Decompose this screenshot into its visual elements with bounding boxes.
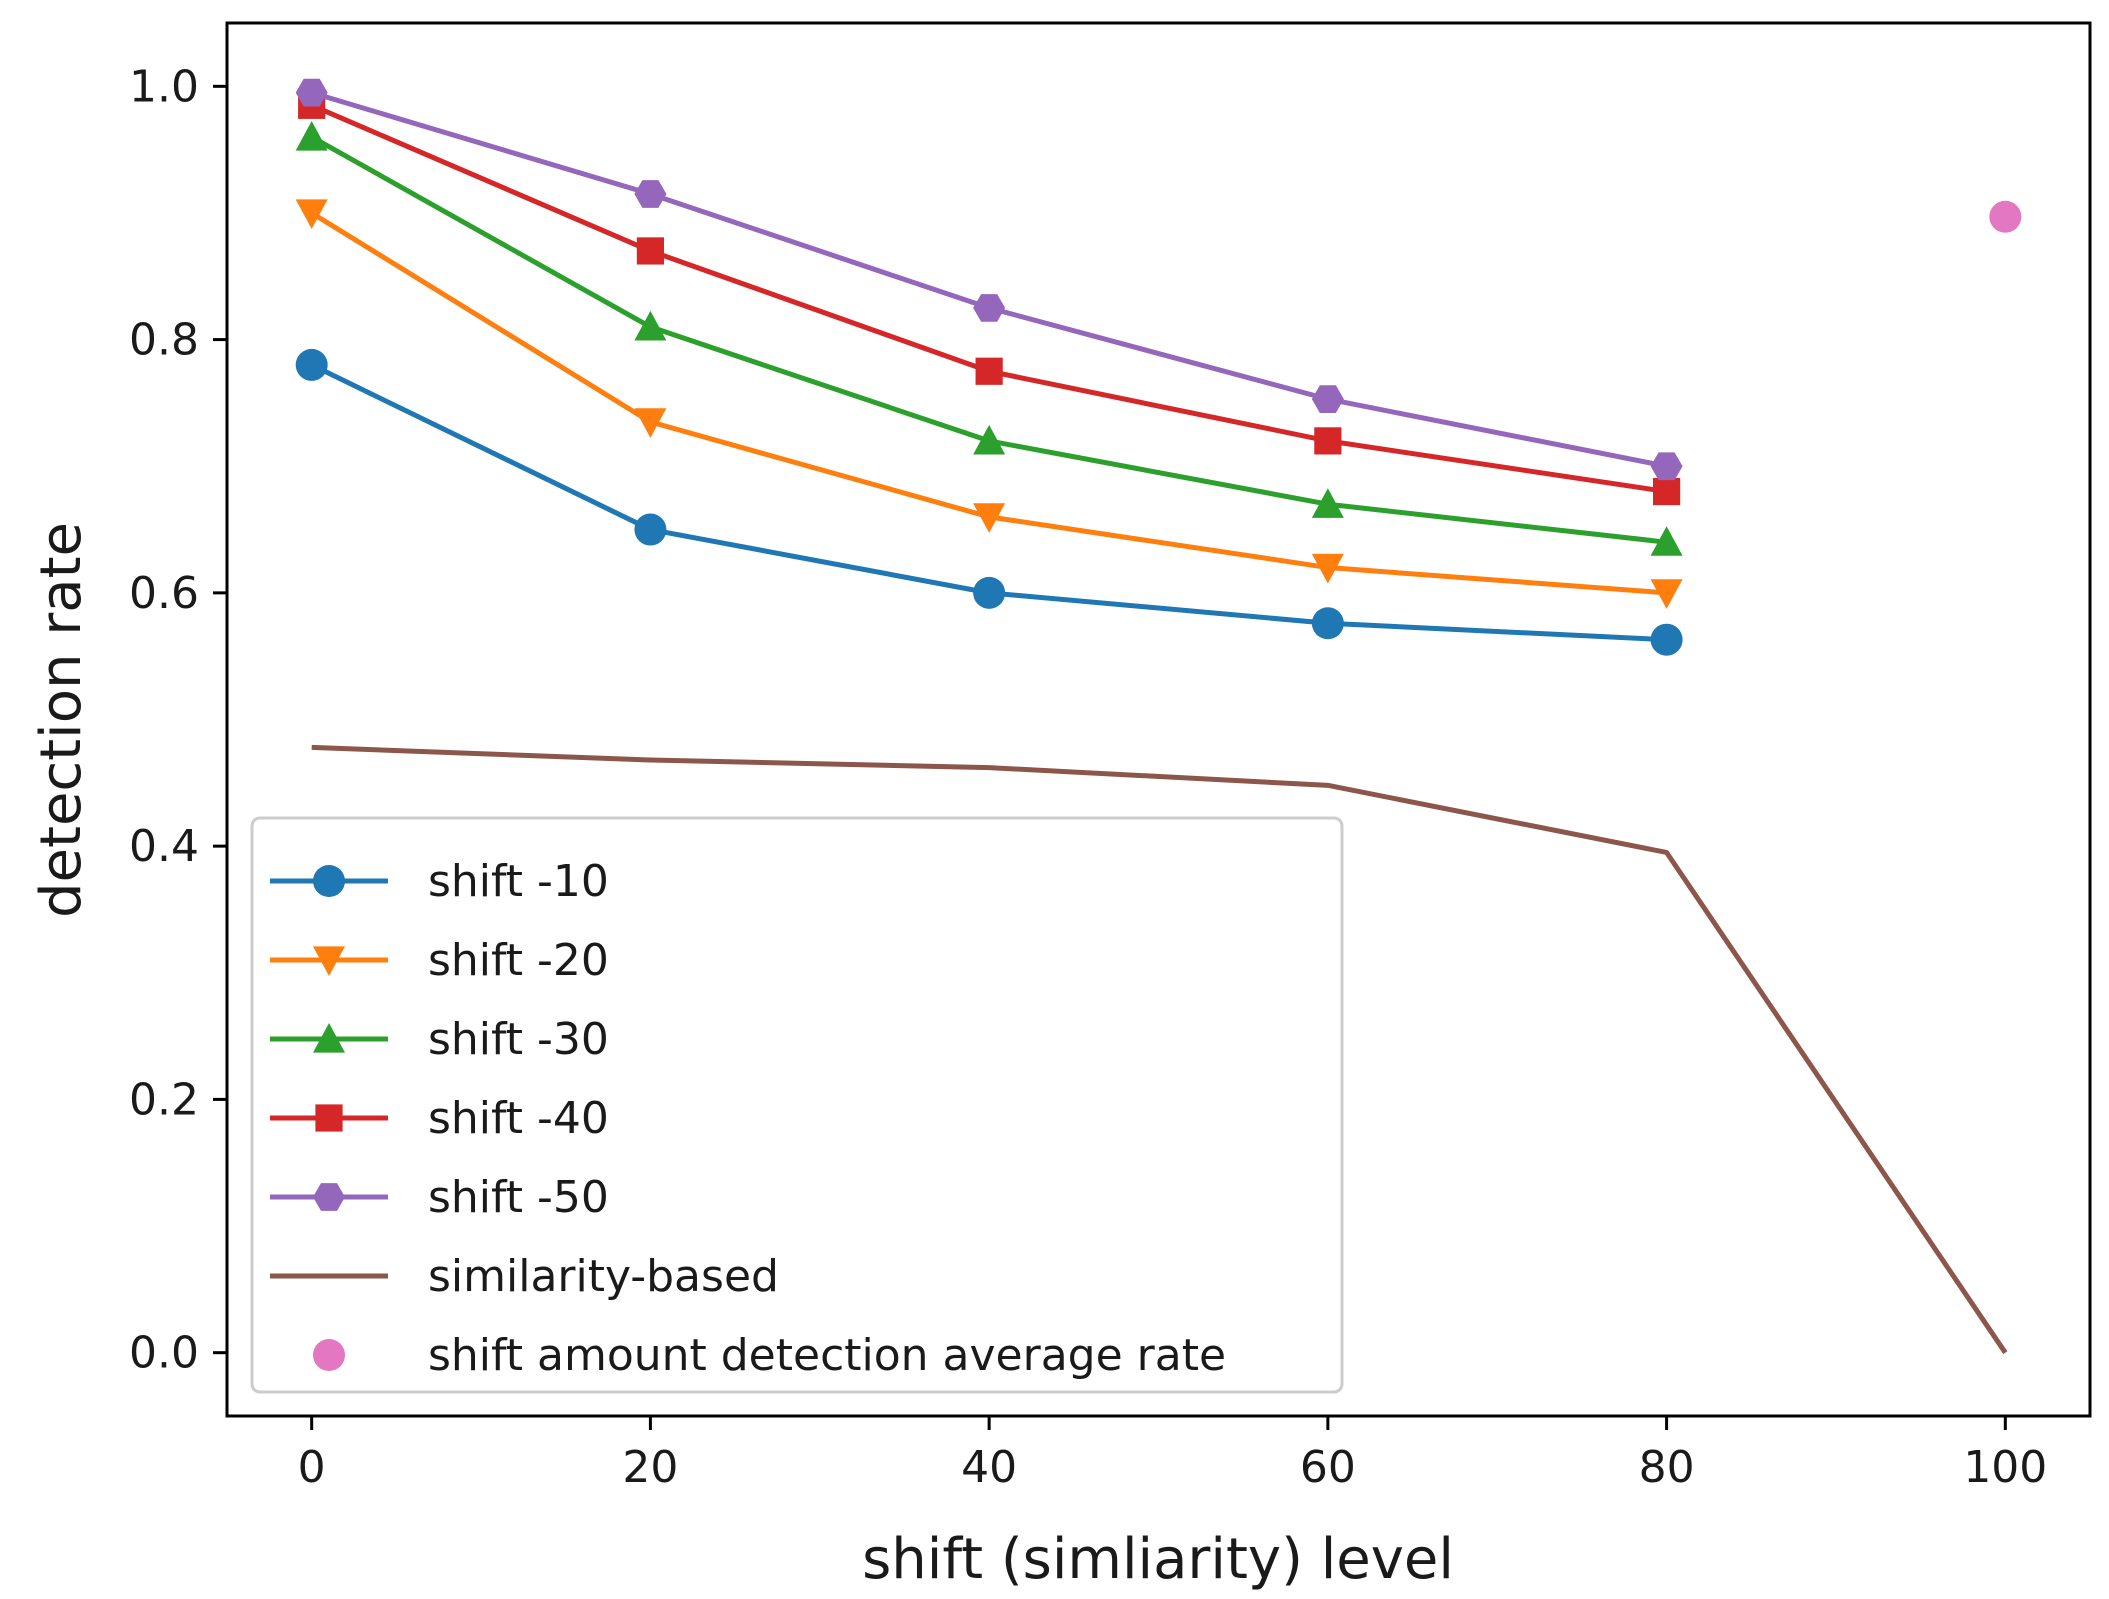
- series-1: [295, 348, 1683, 656]
- legend-item-6: similarity-based: [270, 1251, 779, 1302]
- data-point-s3-2: [634, 310, 667, 341]
- legend-label-3: shift -30: [428, 1014, 609, 1065]
- legend-marker-1: [313, 865, 345, 897]
- data-point-s1-4: [1311, 607, 1344, 640]
- legend-label-4: shift -40: [428, 1093, 609, 1144]
- y-tick-label-1: 0.0: [129, 1328, 199, 1379]
- y-tick-label-3: 0.4: [129, 821, 199, 872]
- x-tick-label-6: 100: [1963, 1442, 2047, 1493]
- data-point-s1-2: [634, 513, 667, 546]
- x-tick-label-3: 40: [961, 1442, 1017, 1493]
- x-tick-label-2: 20: [622, 1442, 678, 1493]
- x-tick-label-5: 80: [1639, 1442, 1695, 1493]
- series-layer: [295, 78, 2022, 1355]
- x-tick-label-1: 0: [298, 1442, 326, 1493]
- series-3: [295, 120, 1683, 556]
- series-6: [311, 744, 2008, 1355]
- legend-label-6: similarity-based: [428, 1251, 779, 1302]
- legend-marker-3: [313, 1023, 345, 1053]
- series-7: [1989, 200, 2022, 233]
- plot-frame: [225, 21, 2092, 1418]
- data-point-s5-4: [1311, 385, 1344, 413]
- data-point-s1-1: [295, 348, 328, 381]
- x-axis-label: shift (simliarity) level: [862, 1527, 1454, 1592]
- legend: shift -10 shift -20 shift -30 shift -40 shif…: [250, 816, 1344, 1394]
- legend-marker-7: [313, 1339, 345, 1371]
- x-tick-label-4: 60: [1300, 1442, 1356, 1493]
- y-tick-label-6: 1.0: [129, 61, 199, 112]
- legend-item-4: shift -40: [270, 1093, 609, 1144]
- legend-label-2: shift -20: [428, 935, 609, 986]
- data-point-s3-5: [1650, 526, 1683, 556]
- data-point-s2-1: [295, 199, 328, 229]
- data-point-s2-4: [1311, 553, 1344, 584]
- data-point-s2-3: [973, 503, 1006, 533]
- legend-marker-4: [315, 1104, 343, 1132]
- y-axis-label: detection rate: [29, 522, 94, 918]
- legend-marker-5: [313, 1183, 345, 1211]
- y-tick-label-4: 0.6: [129, 568, 199, 619]
- data-point-s4-5: [1652, 477, 1681, 506]
- data-point-s2-2: [634, 408, 667, 438]
- series-5: [295, 78, 1683, 481]
- data-point-s1-5: [1650, 623, 1683, 656]
- legend-item-7: shift amount detection average rate: [313, 1330, 1226, 1381]
- data-point-s5-3: [973, 294, 1006, 322]
- data-point-s2-5: [1650, 579, 1683, 609]
- legend-item-1: shift -10: [270, 856, 609, 907]
- data-point-s7-1: [1989, 200, 2022, 233]
- data-point-s3-1: [295, 120, 328, 151]
- data-point-s3-4: [1311, 488, 1344, 518]
- data-point-s1-3: [973, 576, 1006, 609]
- data-point-s4-4: [1314, 427, 1342, 455]
- data-point-s4-2: [636, 237, 665, 265]
- series-line-6: [311, 744, 2008, 1355]
- legend-item-3: shift -30: [270, 1014, 609, 1065]
- legend-item-5: shift -50: [270, 1172, 609, 1223]
- legend-label-5: shift -50: [428, 1172, 609, 1223]
- data-point-s4-3: [975, 357, 1003, 385]
- legend-marker-2: [313, 946, 345, 976]
- legend-item-2: shift -20: [270, 935, 609, 986]
- legend-label-7: shift amount detection average rate: [428, 1330, 1226, 1381]
- data-point-s3-3: [973, 424, 1006, 455]
- data-point-s5-5: [1650, 452, 1683, 481]
- data-point-s5-1: [295, 78, 328, 107]
- y-tick-label-5: 0.8: [129, 315, 199, 366]
- legend-box: [250, 816, 1344, 1394]
- ticks-layer: 0 20 40 60 80 100 0.0 0.2 0.4 0.6 0.8 1.0: [129, 61, 2047, 1493]
- y-tick-label-2: 0.2: [129, 1074, 199, 1125]
- series-4: [298, 91, 1681, 506]
- data-point-s5-2: [634, 180, 667, 208]
- series-2: [295, 199, 1683, 609]
- legend-label-1: shift -10: [428, 856, 609, 907]
